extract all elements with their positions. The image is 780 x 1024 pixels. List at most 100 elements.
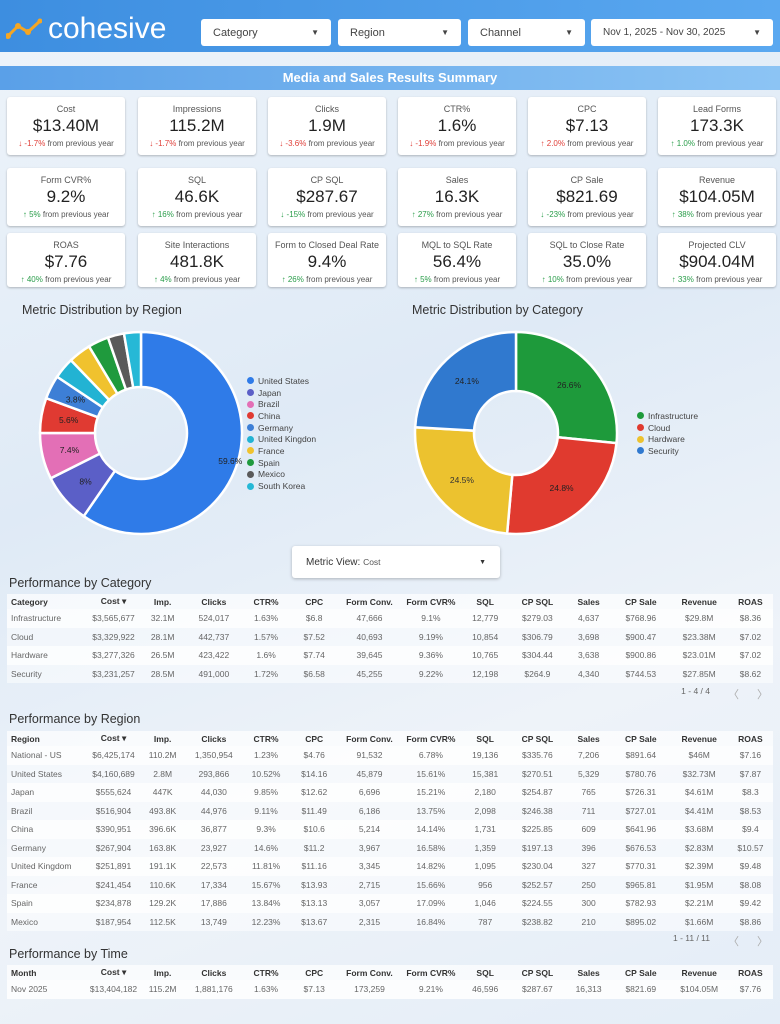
column-header[interactable]: CTR% — [242, 965, 290, 980]
legend-item[interactable]: Infrastructure — [637, 410, 698, 422]
column-header[interactable]: ROAS — [727, 965, 773, 980]
category-filter[interactable]: Category ▼ — [201, 19, 331, 46]
slice-cloud[interactable] — [505, 435, 618, 536]
legend-item[interactable]: France — [247, 445, 316, 457]
table-row[interactable]: Spain $234,878 129.2K 17,886 13.84% $13.13 3,0… — [7, 894, 773, 913]
column-header[interactable]: SQL — [461, 965, 509, 980]
column-header[interactable]: Cost ▾ — [86, 594, 141, 609]
trend-arrow-icon: ↑ — [540, 139, 545, 148]
column-header[interactable]: CPC — [289, 965, 339, 980]
slice-security[interactable] — [413, 330, 518, 432]
table-cell: 2,315 — [358, 916, 381, 927]
legend-item[interactable]: Hardware — [637, 433, 698, 445]
table-row[interactable]: United Kingdom $251,891 191.1K 22,573 11.81%… — [7, 857, 773, 876]
column-header[interactable]: Cost ▾ — [86, 731, 141, 746]
region-filter[interactable]: Region ▼ — [338, 19, 461, 46]
metric-view-dropdown[interactable]: Metric View: Cost ▼ — [292, 546, 500, 578]
column-header[interactable]: Sales — [566, 965, 612, 980]
column-header[interactable]: Clicks — [185, 965, 243, 980]
column-header[interactable]: Cost ▾ — [86, 965, 141, 980]
column-header[interactable]: Form CVR% — [400, 594, 462, 609]
table-row[interactable]: Cloud $3,329,922 28.1M 442,737 1.57% $7.52 40,… — [7, 627, 773, 646]
channel-filter[interactable]: Channel ▼ — [468, 19, 585, 46]
table-row[interactable]: China $390,951 396.6K 36,877 9.3% $10.6 5,214 1… — [7, 820, 773, 839]
trend-arrow-icon: ↓ — [279, 139, 284, 148]
legend-item[interactable]: Japan — [247, 387, 316, 399]
column-header[interactable]: Form CVR% — [400, 731, 462, 746]
slice-hardware[interactable] — [413, 425, 514, 535]
legend-item[interactable]: South Korea — [247, 480, 316, 492]
column-header[interactable]: Month — [7, 965, 87, 980]
column-header[interactable]: ROAS — [727, 594, 773, 609]
column-header[interactable]: CTR% — [242, 594, 290, 609]
kpi-delta-suffix: from previous year — [696, 210, 763, 219]
region-pagination: 1 - 11 / 11 〈 〉 — [673, 933, 768, 949]
next-page-icon[interactable]: 〉 — [757, 689, 768, 701]
legend-item[interactable]: Germany — [247, 422, 316, 434]
column-header[interactable]: CPC — [289, 731, 339, 746]
kpi-value: 173.3K — [690, 116, 744, 135]
table-row[interactable]: Security $3,231,257 28.5M 491,000 1.72% $6.58… — [7, 664, 773, 683]
legend-item[interactable]: Security — [637, 445, 698, 457]
legend-item[interactable]: China — [247, 410, 316, 422]
table-row[interactable]: France $241,454 110.6K 17,334 15.67% $13.93 2,… — [7, 875, 773, 894]
column-header[interactable]: Revenue — [670, 965, 728, 980]
table-row[interactable]: United States $4,160,689 2.8M 293,866 10.52%… — [7, 764, 773, 783]
column-header[interactable]: Region — [7, 731, 87, 746]
column-header[interactable]: SQL — [461, 731, 509, 746]
table-row[interactable]: Mexico $187,954 112.5K 13,749 12.23% $13.67 2,… — [7, 912, 773, 931]
column-header[interactable]: CP SQL — [508, 965, 567, 980]
column-header[interactable]: SQL — [461, 594, 509, 609]
table-row[interactable]: Infrastructure $3,565,677 32.1M 524,017 1.63… — [7, 609, 773, 628]
legend-item[interactable]: United Kingdon — [247, 433, 316, 445]
next-page-icon[interactable]: 〉 — [757, 936, 768, 948]
slice-united-states[interactable] — [81, 330, 244, 536]
column-header[interactable]: Sales — [566, 731, 612, 746]
column-header[interactable]: Revenue — [670, 731, 728, 746]
column-header[interactable]: CP Sale — [611, 594, 671, 609]
date-range-picker[interactable]: Nov 1, 2025 - Nov 30, 2025 ▼ — [591, 19, 773, 46]
table-row[interactable]: Hardware $3,277,326 26.5M 423,422 1.6% $7.74 3… — [7, 646, 773, 665]
legend-item[interactable]: Spain — [247, 457, 316, 469]
slice-infrastructure[interactable] — [514, 330, 619, 445]
column-header[interactable]: Imp. — [140, 594, 186, 609]
table-row[interactable]: Brazil $516,904 493.8K 44,976 9.11% $11.49 6,1… — [7, 801, 773, 820]
table-cell: 2,098 — [474, 805, 496, 816]
column-header[interactable]: Clicks — [185, 731, 243, 746]
column-header[interactable]: Clicks — [185, 594, 243, 609]
table-cell: $821.69 — [625, 984, 657, 995]
column-header[interactable]: Form Conv. — [338, 594, 401, 609]
table-cell: 1.72% — [254, 668, 279, 679]
column-header[interactable]: Imp. — [140, 965, 186, 980]
kpi-delta: ↑ 2.0% from previous year — [528, 139, 646, 148]
column-header[interactable]: Form CVR% — [400, 965, 462, 980]
table-cell: $241,454 — [95, 879, 132, 890]
column-header[interactable]: Revenue — [670, 594, 728, 609]
column-header[interactable]: Form Conv. — [338, 731, 401, 746]
column-header[interactable]: Imp. — [140, 731, 186, 746]
prev-page-icon[interactable]: 〈 — [728, 936, 739, 948]
table-row[interactable]: Japan $555,624 447K 44,030 9.85% $12.62 6,696 1… — [7, 783, 773, 802]
table-cell: United Kingdom — [11, 861, 72, 872]
column-header[interactable]: CP SQL — [508, 594, 567, 609]
column-header[interactable]: Form Conv. — [338, 965, 401, 980]
column-header[interactable]: CPC — [289, 594, 339, 609]
prev-page-icon[interactable]: 〈 — [728, 689, 739, 701]
table-cell: 10,765 — [472, 650, 499, 661]
table-row[interactable]: Germany $267,904 163.8K 23,927 14.6% $11.2 3,9… — [7, 838, 773, 857]
table-row[interactable]: National - US $6,425,174 110.2M 1,350,954 1.… — [7, 746, 773, 765]
column-header[interactable]: CP SQL — [508, 731, 567, 746]
column-header[interactable]: CP Sale — [611, 731, 671, 746]
column-header[interactable]: Sales — [566, 594, 612, 609]
column-header[interactable]: CP Sale — [611, 965, 671, 980]
column-header[interactable]: Category — [7, 594, 87, 609]
table-row[interactable]: Nov 2025 $13,404,182 115.2M 1,881,176 1.63% $… — [7, 980, 773, 999]
column-header[interactable]: ROAS — [727, 731, 773, 746]
legend-item[interactable]: United States — [247, 375, 316, 387]
legend-item[interactable]: Brazil — [247, 398, 316, 410]
column-header[interactable]: CTR% — [242, 731, 290, 746]
legend-item[interactable]: Cloud — [637, 422, 698, 434]
slice-south-korea[interactable] — [122, 330, 143, 390]
table-cell: 45,879 — [356, 768, 383, 779]
legend-item[interactable]: Mexico — [247, 469, 316, 481]
